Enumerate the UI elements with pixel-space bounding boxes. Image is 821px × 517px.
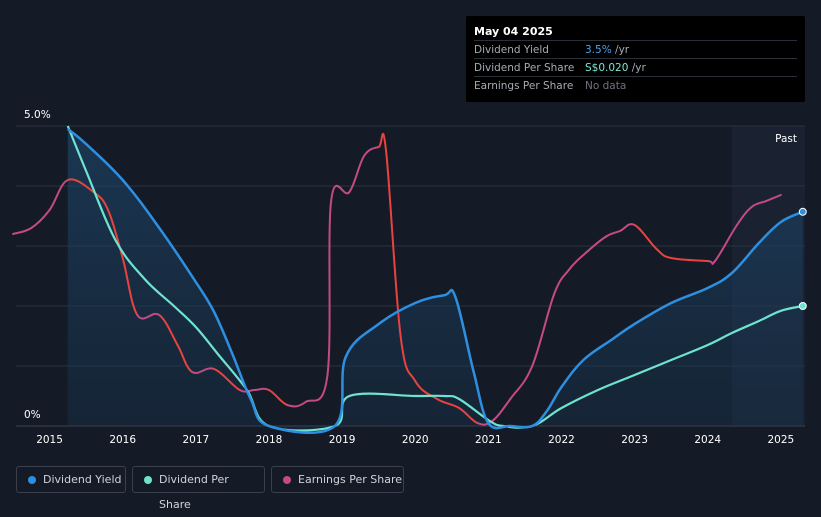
dividend-yield-area <box>67 129 803 433</box>
y-tick-label: 5.0% <box>24 109 51 121</box>
dividend-per-share-line <box>66 125 804 432</box>
tooltip-date: May 04 2025 <box>474 25 553 38</box>
dividend-yield-line <box>67 128 804 434</box>
legend-label: Earnings Per Share <box>298 473 403 486</box>
eps-line-segment <box>531 293 556 367</box>
eps-line-segment <box>414 380 439 400</box>
x-tick-label: 2018 <box>256 434 283 446</box>
eps-line-segment <box>633 224 658 250</box>
eps-line-segment <box>582 236 607 256</box>
y-tick-label: 0% <box>24 409 41 421</box>
eps-line-segment <box>12 227 33 235</box>
eps-line-segment <box>706 260 717 265</box>
eps-line-segment <box>399 335 417 382</box>
eps-line-segment <box>348 155 366 193</box>
eps-line-segment <box>253 387 270 391</box>
x-axis-ticks: 2015 2016 2017 2018 2019 2020 2021 2022 2023 2024… <box>36 434 794 446</box>
dividend-yield-end-point <box>798 207 807 216</box>
past-label: Past <box>775 133 797 145</box>
x-tick-label: 2024 <box>694 434 721 446</box>
eps-line-segment <box>377 132 387 151</box>
eps-line-segment <box>121 257 139 316</box>
eps-line-segment <box>158 314 179 346</box>
end-markers <box>798 207 807 310</box>
eps-line-segment <box>30 209 51 229</box>
eps-line-segment <box>267 389 289 406</box>
eps-line-segment <box>286 401 307 408</box>
eps-line-segment <box>304 374 329 403</box>
series-lines <box>12 125 804 434</box>
eps-line-segment <box>604 230 621 238</box>
legend-dot-icon <box>28 476 36 484</box>
eps-line-segment <box>735 206 753 226</box>
x-tick-label: 2015 <box>36 434 63 446</box>
eps-line-segment <box>670 257 709 262</box>
eps-line-segment <box>330 184 351 202</box>
legend-label: Dividend Yield <box>43 473 122 486</box>
tooltip: May 04 2025 Dividend Yield 3.5% /yr Divi… <box>466 16 805 102</box>
eps-line-segment <box>714 224 738 262</box>
tooltip-row-dividend-yield: Dividend Yield 3.5% /yr <box>474 40 797 59</box>
eps-line-segment <box>765 194 782 202</box>
tooltip-row-earnings-per-share: Earnings Per Share No data <box>474 76 797 95</box>
eps-line-segment <box>363 146 380 157</box>
eps-line-segment <box>136 312 161 320</box>
tooltip-row-dividend-per-share: Dividend Per Share S$0.020 /yr <box>474 58 797 77</box>
x-tick-label: 2023 <box>621 434 648 446</box>
x-tick-label: 2025 <box>767 434 794 446</box>
tooltip-label: Dividend Yield <box>474 44 549 56</box>
legend-dot-icon <box>283 476 291 484</box>
x-tick-label: 2016 <box>109 434 136 446</box>
dividend-per-share-end-point <box>798 302 807 310</box>
eps-line-segment <box>48 179 69 211</box>
legend-dividend-yield[interactable]: Dividend Yield <box>16 466 126 493</box>
tooltip-value: 3.5% /yr <box>585 44 630 56</box>
eps-line-segment <box>384 149 402 337</box>
x-tick-label: 2017 <box>182 434 209 446</box>
eps-line-segment <box>326 200 333 376</box>
eps-line-segment <box>553 269 570 295</box>
y-axis-ticks: 5.0% 0% <box>24 109 51 421</box>
x-tick-label: 2020 <box>402 434 429 446</box>
legend-earnings-per-share[interactable]: Earnings Per Share <box>271 466 404 493</box>
tooltip-label: Earnings Per Share <box>474 80 574 92</box>
eps-line-segment <box>618 223 636 232</box>
legend-dot-icon <box>144 476 152 484</box>
legend-dividend-per-share[interactable]: Dividend Per Share <box>132 466 265 511</box>
eps-line-segment <box>655 248 673 259</box>
eps-line-segment <box>509 365 534 400</box>
eps-line-segment <box>491 398 512 423</box>
eps-line-segment <box>191 367 216 374</box>
eps-line-segment <box>107 209 124 259</box>
tooltip-value: S$0.020 /yr <box>585 62 646 74</box>
x-tick-label: 2021 <box>475 434 502 446</box>
eps-line-segment <box>458 407 479 424</box>
tooltip-value: No data <box>585 80 627 92</box>
eps-line-segment <box>176 344 194 373</box>
eps-line-segment <box>66 178 95 193</box>
eps-line-segment <box>567 254 585 271</box>
eps-line-segment <box>213 368 241 391</box>
tooltip-label: Dividend Per Share <box>474 62 575 74</box>
eps-line-segment <box>750 200 768 208</box>
eps-line-segment <box>436 398 461 409</box>
x-tick-label: 2019 <box>329 434 356 446</box>
x-tick-label: 2022 <box>548 434 575 446</box>
